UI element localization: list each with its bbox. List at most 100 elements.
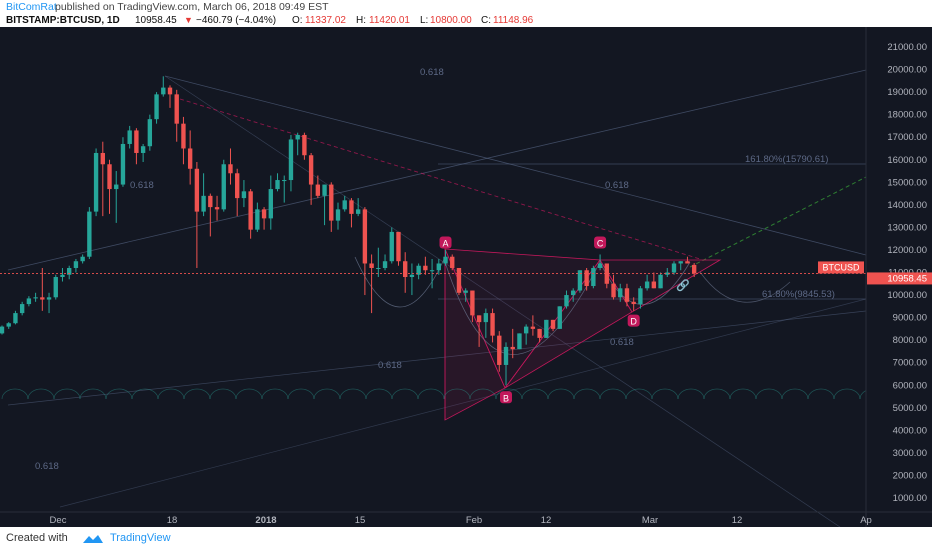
candle-body: [0, 326, 5, 334]
pattern-point-a[interactable]: A: [439, 236, 452, 249]
candle: [691, 263, 697, 278]
cycle-arc: [547, 388, 575, 400]
candle-body: [201, 195, 206, 212]
symbol-label[interactable]: BITSTAMP:BTCUSD, 1D: [6, 15, 120, 26]
time-axis[interactable]: Dec 18 2018 15 Feb 12 Mar 12 Ap: [0, 511, 932, 526]
candle-body: [275, 180, 280, 190]
cycle-arc: [79, 388, 107, 400]
candle-body: [691, 264, 697, 274]
price-tick-label: 8000.00: [893, 335, 927, 346]
candle: [114, 171, 119, 223]
price-tick-label: 2000.00: [893, 470, 927, 481]
time-tick-label: Ap: [860, 515, 872, 526]
time-tick-label: 12: [541, 515, 552, 526]
candle: [93, 148, 99, 217]
author-link[interactable]: BitComRat: [6, 1, 57, 13]
cycle-arc: [365, 388, 393, 400]
fib-level-label: 161.80%(15790.61): [745, 154, 828, 165]
candle-body: [322, 184, 327, 196]
candle-body: [396, 231, 401, 262]
candle-body: [678, 261, 683, 264]
price-tick-label: 19000.00: [887, 87, 927, 98]
candle-body: [33, 297, 38, 299]
fib-level-label: 0.618: [605, 180, 629, 191]
cycle-arc: [339, 388, 367, 400]
arc-drawing: [599, 261, 691, 305]
publish-header: BitComRat published on TradingView.com, …: [0, 0, 932, 14]
candle: [194, 162, 200, 268]
candle: [685, 256, 690, 264]
candle: [651, 272, 657, 289]
candle-body: [255, 209, 260, 230]
candle-body: [261, 209, 267, 219]
candle-body: [644, 281, 650, 289]
candle-body: [436, 263, 441, 271]
tradingview-brand[interactable]: TradingView: [110, 532, 171, 544]
candle-body: [671, 263, 677, 273]
candle: [0, 325, 5, 335]
candle: [490, 308, 495, 343]
price-tags: BTCUSD 10958.45: [818, 261, 932, 285]
cycle-arc: [209, 388, 237, 400]
candle-body: [107, 164, 112, 190]
tradingview-logo-icon: [83, 535, 103, 543]
chart-area[interactable]: A B C D 0.618 0.618 0.618 0.618 0.618 0.618 161.8…: [0, 27, 932, 528]
candle: [80, 254, 85, 264]
candle: [302, 132, 307, 160]
candle: [33, 292, 38, 302]
link-icon[interactable]: 🔗: [676, 278, 690, 292]
candle: [470, 290, 475, 323]
candle: [369, 254, 374, 314]
candle: [503, 342, 509, 386]
candle-body: [510, 346, 515, 350]
cycle-arc: [469, 388, 497, 400]
created-with-label: Created with: [6, 532, 68, 544]
candle-body: [550, 319, 556, 329]
close-value: 11148.96: [493, 15, 534, 26]
candle-body: [187, 148, 193, 169]
cycle-arc: [755, 388, 783, 400]
candle: [382, 254, 388, 271]
candle-body: [308, 155, 314, 185]
candle-body: [503, 346, 509, 365]
pattern-point-d[interactable]: D: [627, 314, 640, 327]
price-tick-label: 10000.00: [887, 290, 927, 301]
trendline: [164, 75, 867, 256]
high-value: 11420.01: [369, 15, 410, 26]
symbol-info-bar: BITSTAMP:BTCUSD, 1D 10958.45 ▼ −460.79 (…: [0, 14, 932, 27]
candle: [134, 128, 139, 165]
candle-body: [409, 274, 415, 278]
symbol-tag-label: BTCUSD: [822, 262, 860, 272]
candle-body: [315, 184, 321, 196]
candle-body: [167, 87, 173, 95]
candle: [591, 265, 596, 289]
candle: [120, 137, 126, 187]
candle: [611, 274, 616, 300]
cycle-arc: [807, 388, 835, 400]
candle-body: [67, 267, 72, 275]
candle-body: [147, 119, 153, 147]
pattern-point-b[interactable]: B: [500, 391, 512, 404]
fib-level-label: 0.618: [420, 67, 444, 78]
candle-body: [497, 335, 502, 365]
candle: [577, 270, 583, 293]
fib-level-label: 61.80%(9845.53): [762, 289, 835, 300]
high-label: H:: [356, 15, 366, 26]
candle: [409, 263, 415, 296]
candle-body: [638, 288, 643, 305]
candle: [73, 258, 79, 273]
price-chart[interactable]: A B C D 0.618 0.618 0.618 0.618 0.618 0.618 161.8…: [0, 27, 932, 528]
trendline: [164, 75, 841, 528]
candle-body: [658, 274, 663, 289]
candle: [315, 175, 321, 199]
pattern-point-c[interactable]: C: [594, 236, 607, 249]
candle-body: [208, 195, 213, 208]
cycle-arc: [53, 388, 81, 400]
candle: [557, 306, 562, 329]
candle: [161, 76, 166, 97]
pattern-point-badge: [439, 236, 452, 249]
pattern-point-label: B: [503, 393, 509, 403]
candle: [530, 315, 536, 336]
candle: [40, 267, 45, 311]
candle: [275, 173, 280, 192]
